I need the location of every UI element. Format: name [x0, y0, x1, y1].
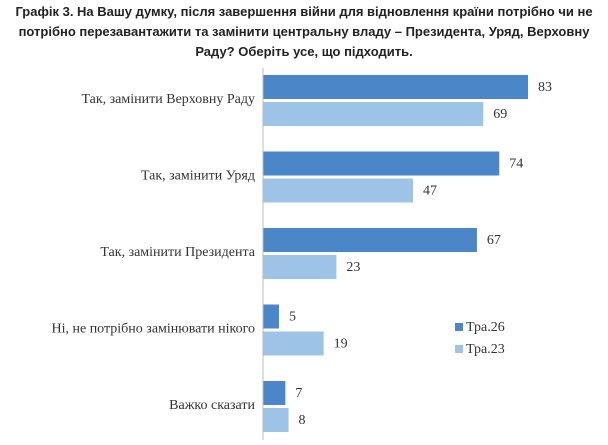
- chart-title: Графік 3. На Вашу думку, після завершенн…: [15, 4, 593, 59]
- value-label: 19: [334, 337, 348, 352]
- bar: [263, 178, 414, 203]
- legend-label: Тра.23: [466, 342, 505, 357]
- value-label: 67: [487, 233, 501, 248]
- value-label: 8: [299, 413, 306, 428]
- value-label: 83: [538, 80, 552, 95]
- bar: [263, 228, 477, 252]
- category-label: Так, замінити Уряд: [141, 169, 255, 184]
- category-label: Так, замінити Президента: [100, 245, 255, 260]
- category-label: Ні, не потрібно замінювати нікого: [51, 322, 255, 337]
- bar: [263, 381, 286, 405]
- bar: [263, 75, 528, 99]
- bar: [263, 151, 500, 176]
- value-label: 74: [509, 157, 523, 172]
- bar: [263, 331, 324, 356]
- value-label: 47: [423, 184, 437, 199]
- value-label: 23: [346, 260, 360, 275]
- legend-swatch: [455, 323, 463, 331]
- value-label: 69: [493, 107, 507, 122]
- value-label: 7: [295, 386, 302, 401]
- bar: [263, 304, 279, 329]
- value-label: 5: [289, 310, 296, 325]
- bar: [263, 102, 484, 126]
- bar: [263, 408, 289, 432]
- bar: [263, 255, 337, 279]
- category-label: Так, замінити Верховну Раду: [81, 92, 255, 107]
- category-label: Важко сказати: [169, 398, 255, 413]
- legend-swatch: [455, 345, 463, 353]
- legend-label: Тра.26: [466, 320, 505, 335]
